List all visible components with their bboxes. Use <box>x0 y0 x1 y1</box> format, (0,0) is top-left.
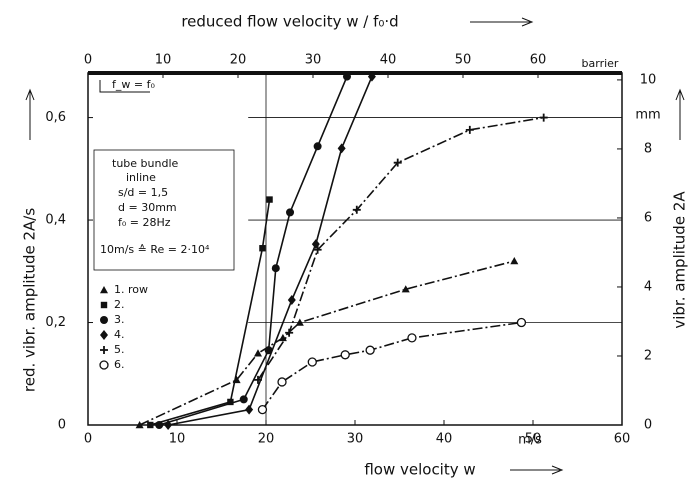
legend-label: 5. <box>114 343 125 356</box>
point <box>245 404 254 415</box>
point <box>465 125 474 134</box>
point <box>285 328 294 337</box>
point <box>510 257 519 265</box>
y-label: red. vibr. amplitude 2A/s <box>21 208 39 392</box>
y-tick-label: 0 <box>58 418 66 433</box>
point <box>164 420 173 430</box>
annotation: barrier <box>582 57 619 70</box>
series-line <box>257 116 544 381</box>
y2-tick-label: 8 <box>644 141 652 156</box>
y-tick-label: 0,4 <box>45 213 66 228</box>
point <box>135 421 144 429</box>
legend-label: 3. <box>114 313 125 326</box>
point <box>271 264 280 273</box>
point <box>313 245 322 254</box>
point <box>239 395 248 404</box>
series-line <box>167 76 373 426</box>
y2-tick-label: 2 <box>644 348 652 363</box>
x-unit: m/s <box>518 433 542 448</box>
y-tick-label: 0,2 <box>45 315 66 330</box>
legend-label: 2. <box>114 298 125 311</box>
legend-label: 4. <box>114 328 125 341</box>
annotation: s/d = 1,5 <box>118 186 168 199</box>
series-line <box>139 260 515 426</box>
x2-tick-label: 20 <box>230 53 247 68</box>
x-tick-label: 10 <box>169 432 186 447</box>
title: reduced flow velocity w / f₀·d <box>181 13 398 31</box>
y2-tick-label: 6 <box>644 210 652 225</box>
point <box>287 294 296 305</box>
annotation: inline <box>126 171 156 184</box>
x2-tick-label: 10 <box>155 53 172 68</box>
point <box>367 71 376 82</box>
point <box>337 143 346 154</box>
y2-tick-label: 10 <box>640 72 657 87</box>
x2-tick-label: 0 <box>84 53 92 68</box>
point <box>352 205 361 214</box>
point <box>401 285 410 293</box>
x2-tick-label: 40 <box>380 53 397 68</box>
point <box>277 377 287 387</box>
point <box>253 349 262 357</box>
point <box>266 196 273 203</box>
point <box>227 398 234 406</box>
point <box>307 357 317 367</box>
x2-tick-label: 50 <box>455 53 472 68</box>
point <box>253 375 262 384</box>
y2-tick-label: 0 <box>644 418 652 433</box>
x2-tick-label: 60 <box>530 53 547 68</box>
x-tick-label: 0 <box>84 432 92 447</box>
legend-marker <box>99 360 109 370</box>
annotation: f_w = f₀ <box>112 78 155 91</box>
x-tick-label: 50 <box>525 432 542 447</box>
point <box>516 317 527 328</box>
point <box>295 318 304 326</box>
legend-marker <box>100 330 108 340</box>
point <box>286 208 295 217</box>
point <box>393 158 402 167</box>
point <box>259 245 266 252</box>
x-tick-label: 40 <box>436 432 453 447</box>
legend-marker <box>100 316 108 324</box>
x2-tick-label: 30 <box>305 53 322 68</box>
x-label: flow velocity w <box>364 461 475 479</box>
x-tick-label: 30 <box>347 432 364 447</box>
y2-unit: mm <box>635 108 660 123</box>
point <box>155 421 164 429</box>
y2-label: vibr. amplitude 2A <box>671 191 689 329</box>
legend-marker <box>100 301 108 309</box>
annotation: 10m/s ≙ Re = 2·10⁴ <box>100 243 210 256</box>
annotation: f₀ = 28Hz <box>118 216 171 229</box>
point <box>342 72 351 81</box>
series-line <box>261 321 522 411</box>
legend-marker <box>100 286 108 294</box>
point <box>539 113 548 122</box>
point <box>365 345 375 355</box>
point <box>407 333 417 343</box>
annotation: tube bundle <box>112 157 178 170</box>
series-line <box>150 199 271 426</box>
legend-label: 6. <box>114 358 125 371</box>
point <box>257 404 268 415</box>
point <box>340 350 350 360</box>
point <box>147 421 154 429</box>
legend-marker <box>100 346 108 354</box>
legend-label: 1. row <box>114 283 148 296</box>
y-tick-label: 0,6 <box>45 110 66 125</box>
annotation: d = 30mm <box>118 201 177 214</box>
point <box>278 333 287 342</box>
x-tick-label: 20 <box>258 432 275 447</box>
y2-tick-label: 4 <box>644 279 652 294</box>
point <box>313 142 322 151</box>
x-tick-label: 60 <box>614 432 631 447</box>
